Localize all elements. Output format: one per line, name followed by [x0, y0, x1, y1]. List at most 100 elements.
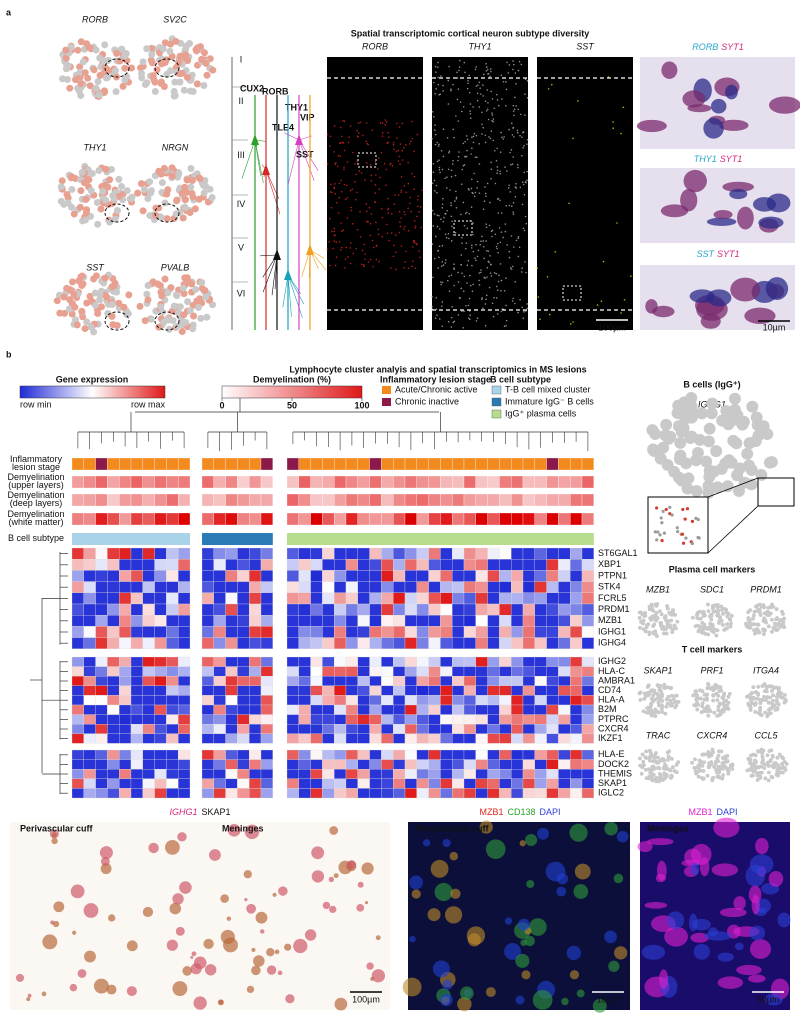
heatmap-cell — [417, 582, 429, 593]
heatmap-cell — [381, 705, 393, 715]
signal-dot — [340, 249, 342, 251]
signal-dot — [450, 90, 452, 92]
legend-item: T-B cell mixed cluster — [505, 384, 591, 394]
heatmap-cell — [405, 657, 417, 667]
heatmap-cell — [488, 769, 500, 779]
tsne-dot — [93, 272, 100, 279]
tsne-dot — [638, 757, 642, 761]
signal-dot — [399, 163, 401, 165]
line — [284, 133, 299, 140]
tsne-dot — [748, 626, 752, 630]
tsne-dot — [776, 774, 780, 778]
heatmap-cell — [96, 695, 108, 705]
tsne-dot — [676, 530, 679, 533]
heatmap-cell — [334, 695, 346, 705]
ihc-stain — [278, 971, 283, 976]
heatmap-cell — [299, 779, 311, 789]
tsne-dot — [124, 187, 131, 194]
heatmap-cell — [322, 676, 334, 686]
heatmap-cell — [119, 788, 131, 798]
heatmap-cell — [381, 760, 393, 770]
heatmap-cell — [440, 559, 452, 570]
legend-swatch — [382, 386, 391, 394]
gene-label: AMBRA1 — [598, 675, 635, 685]
heatmap-cell — [440, 593, 452, 604]
heatmap-cell — [393, 604, 405, 615]
signal-dot — [482, 127, 484, 129]
heatmap-cell — [322, 548, 334, 559]
ish-cell — [701, 314, 721, 329]
signal-dot — [493, 118, 495, 120]
heatmap-cell — [155, 570, 167, 581]
heatmap-cell — [84, 676, 96, 686]
heatmap-cell — [237, 657, 249, 667]
signal-dot — [393, 256, 395, 258]
tsne-dot — [764, 698, 768, 702]
heatmap-cell — [440, 615, 452, 626]
signal-dot — [462, 169, 464, 171]
heatmap-cell — [311, 657, 323, 667]
heatmap-cell — [178, 570, 190, 581]
heatmap-cell — [237, 695, 249, 705]
legend-item: Immature IgG⁻ B cells — [505, 396, 594, 406]
signal-dot — [495, 183, 497, 185]
demyelination-cell — [370, 476, 382, 488]
stain-label: MZB1 — [479, 807, 503, 817]
signal-dot — [485, 63, 487, 65]
signal-dot — [336, 256, 338, 258]
demyelination-cell — [582, 513, 594, 525]
tsne-dot — [694, 517, 697, 520]
tsne-dot — [722, 692, 726, 696]
demyelination-cell — [381, 513, 393, 525]
tsne-dot — [102, 197, 109, 204]
tsne-dot — [665, 697, 669, 701]
heatmap-cell — [476, 570, 488, 581]
signal-dot — [340, 222, 342, 224]
heatmap-cell — [237, 593, 249, 604]
heatmap-cell — [499, 705, 511, 715]
heatmap-cell — [417, 667, 429, 677]
heatmap-cell — [143, 760, 155, 770]
if-cell — [403, 978, 422, 997]
ihc-stain — [305, 929, 316, 940]
signal-dot — [489, 255, 491, 257]
tsne-plot — [134, 164, 215, 223]
tsne-dot — [82, 217, 89, 224]
if-cell — [467, 926, 485, 944]
signal-dot — [508, 187, 510, 189]
heatmap-cell — [511, 779, 523, 789]
heatmap-cell — [358, 750, 370, 760]
demyelination-cell — [261, 476, 273, 488]
heatmap-cell — [155, 734, 167, 744]
signal-dot — [487, 183, 489, 185]
signal-dot — [334, 193, 336, 195]
signal-dot — [458, 281, 460, 283]
signal-dot — [469, 92, 471, 94]
signal-dot — [481, 133, 483, 135]
gene-label: IKZF1 — [598, 733, 623, 743]
ihc-stain — [256, 912, 268, 924]
heatmap-cell — [370, 593, 382, 604]
heatmap-cell — [119, 705, 131, 715]
signal-dot — [487, 267, 489, 269]
if-cell — [556, 887, 566, 897]
annotation-line: (white matter) — [8, 517, 63, 527]
if-cell — [604, 931, 617, 944]
lesion-stage-cell — [237, 458, 249, 470]
heatmap-cell — [226, 769, 238, 779]
heatmap-cell — [131, 638, 143, 649]
demyelination-cell — [143, 494, 155, 506]
heatmap-cell — [237, 750, 249, 760]
heatmap-cell — [393, 750, 405, 760]
demyelination-cell — [131, 494, 143, 506]
demyelination-cell — [311, 513, 323, 525]
signal-dot — [338, 155, 340, 157]
heatmap-cell — [452, 705, 464, 715]
tsne-dot — [675, 620, 679, 624]
signal-dot — [449, 189, 451, 191]
signal-dot — [497, 313, 499, 315]
heatmap-cell — [464, 779, 476, 789]
tsne-dot — [745, 769, 749, 773]
demyelination-cell — [558, 494, 570, 506]
heatmap-cell — [523, 615, 535, 626]
